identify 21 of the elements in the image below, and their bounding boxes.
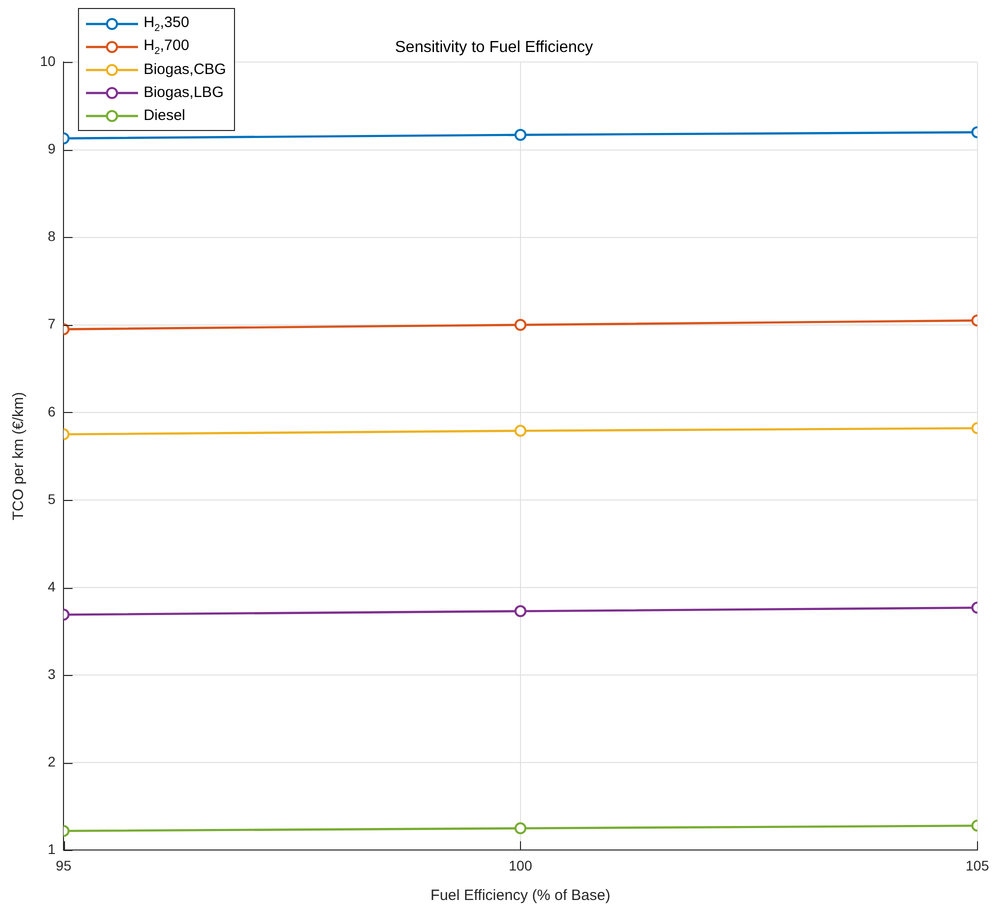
- legend-label: Diesel: [144, 107, 186, 124]
- legend-label: Biogas,LBG: [144, 84, 224, 101]
- x-axis-title: Fuel Efficiency (% of Base): [430, 887, 610, 904]
- y-tick-label: 6: [48, 403, 56, 420]
- x-tick-label: 95: [56, 857, 72, 874]
- x-tick-label: 105: [966, 857, 990, 874]
- chart-title: Sensitivity to Fuel Efficiency: [394, 39, 594, 56]
- y-tick-label: 10: [40, 53, 56, 70]
- legend-label: H$_{2}$,350: [144, 14, 190, 34]
- y-tick-label: 9: [48, 140, 56, 157]
- y-tick-label: 7: [48, 316, 56, 332]
- y-tick-label: 3: [48, 666, 56, 682]
- y-tick-label: 1: [48, 841, 56, 858]
- y-axis-title: TCO per km (€/km): [10, 392, 28, 520]
- legend-label: H$_{2}$,700: [144, 36, 190, 56]
- y-tick-label: 4: [48, 578, 56, 594]
- y-tick-label: 8: [48, 228, 56, 244]
- y-tick-label: 5: [48, 490, 56, 507]
- y-tick-label: 2: [48, 754, 56, 770]
- x-tick-label: 100: [508, 857, 532, 874]
- legend-label: Biogas,CBG: [144, 61, 226, 78]
